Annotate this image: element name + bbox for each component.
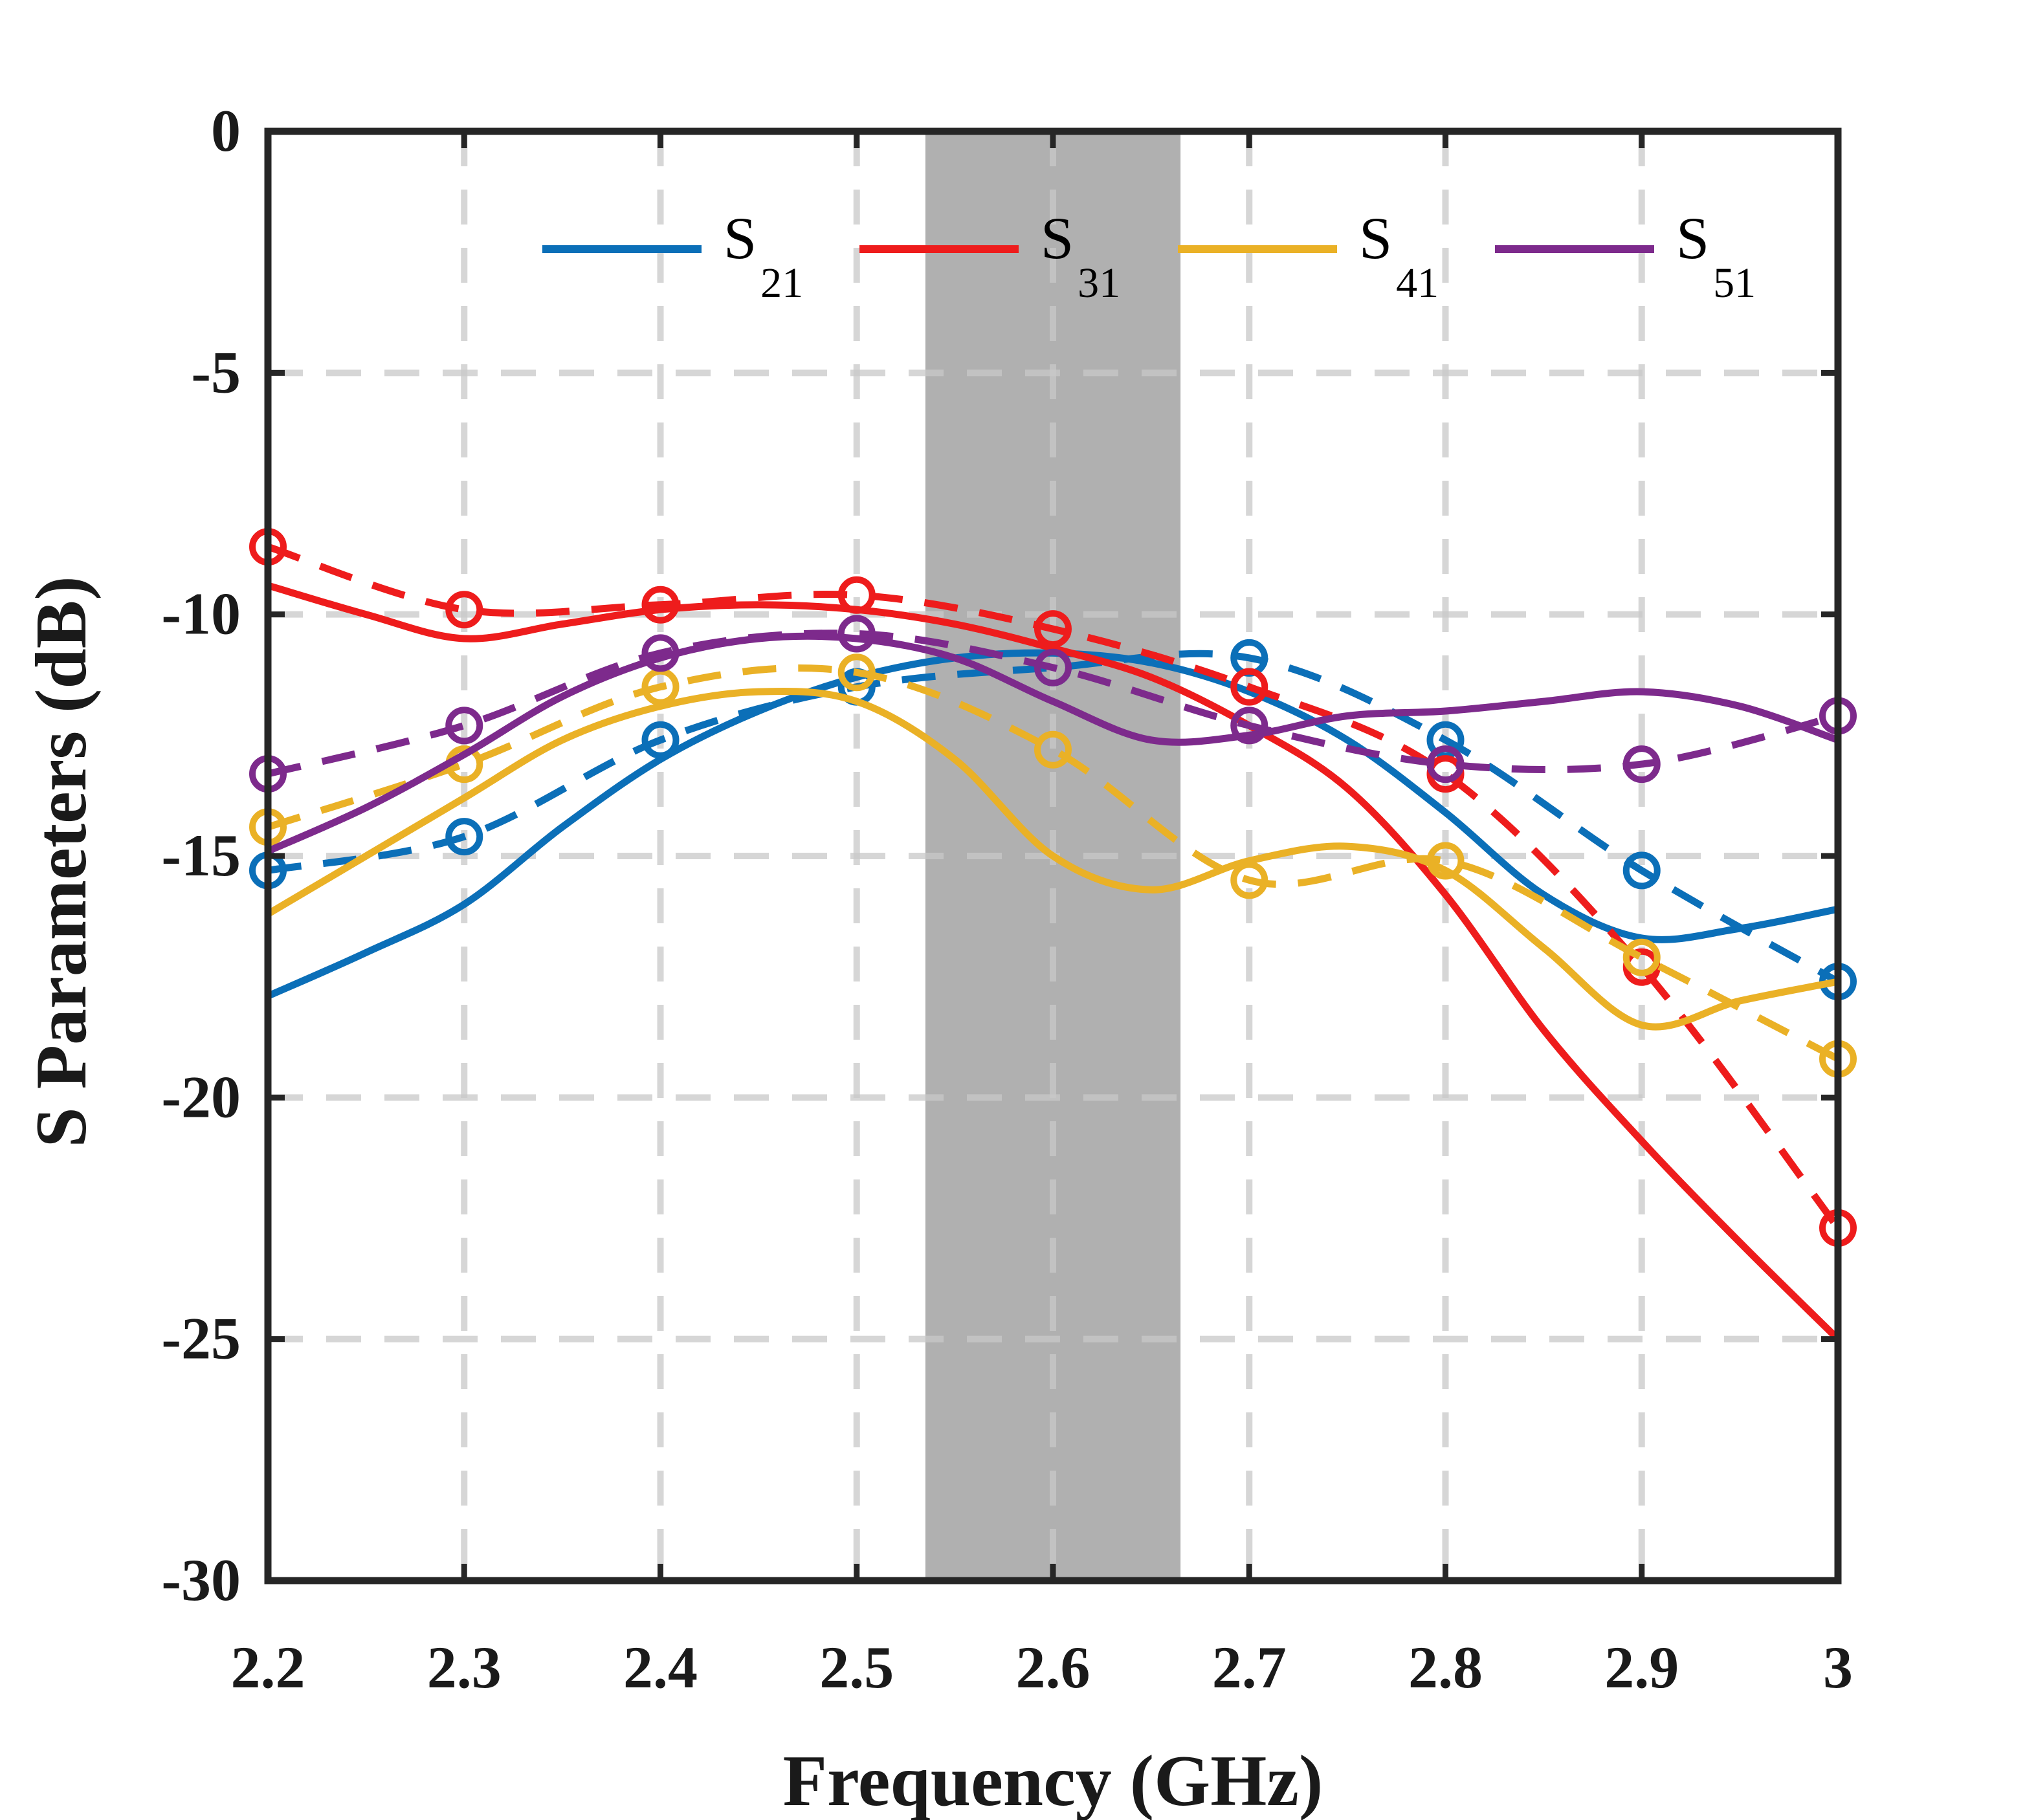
x-tick-label: 2.8 <box>1408 1634 1483 1700</box>
s41-measured-point <box>1230 861 1268 899</box>
s31-measured-point <box>641 586 680 624</box>
x-axis-label: Frequency (GHz) <box>783 1741 1323 1820</box>
s51-measured-point <box>837 615 876 653</box>
s31-measured-point <box>1034 610 1072 648</box>
s21-measured-point <box>641 721 680 759</box>
s41-simulated-line <box>264 687 1842 1031</box>
s41-measured-point <box>1426 842 1465 880</box>
y-tick-label: -15 <box>161 822 241 888</box>
s51-measured-point <box>1034 648 1072 686</box>
s51-measured-point <box>445 707 483 745</box>
x-tick-label: 2.6 <box>1016 1634 1090 1700</box>
s21-measured-point <box>1622 851 1661 890</box>
y-axis-label: S Parameters (dB) <box>21 576 102 1147</box>
s51-measured-point <box>1230 707 1268 745</box>
s31-measured-point <box>445 591 483 629</box>
y-tick-label: -5 <box>191 339 241 405</box>
legend-subscript: 21 <box>760 259 803 307</box>
y-tick-label: -25 <box>161 1306 241 1372</box>
s41-measured-point <box>1034 730 1072 769</box>
y-tick-label: -10 <box>161 581 241 647</box>
s51-measured-point <box>1426 745 1465 784</box>
x-tick-label: 2.5 <box>819 1634 894 1700</box>
s51-measured-point <box>1622 745 1661 784</box>
s31-simulated-line <box>264 582 1842 1343</box>
legend-subscript: 41 <box>1396 259 1439 307</box>
s41-measured-line <box>267 664 1840 1062</box>
s51-measured-point <box>641 634 680 672</box>
y-tick-label: 0 <box>211 98 241 164</box>
x-tick-label: 2.4 <box>623 1634 698 1700</box>
s31-measured-point <box>837 576 876 614</box>
y-tick-label: -20 <box>161 1064 241 1130</box>
legend-subscript: 31 <box>1078 259 1120 307</box>
s41-measured-point <box>1622 938 1661 976</box>
tick-layer: 2.2 2.3 2.4 2.5 2.6 2.7 2.8 2.9 3 0 -5 -10 -15 -20 -25… <box>161 98 1853 1700</box>
x-tick-label: 2.2 <box>231 1634 305 1700</box>
series-layer <box>249 528 1857 1343</box>
s51-measured-line <box>267 630 1839 778</box>
x-tick-label: 2.9 <box>1604 1634 1679 1700</box>
x-tick-label: 3 <box>1823 1634 1853 1700</box>
s21-measured-line <box>267 650 1840 985</box>
x-tick-label: 2.7 <box>1212 1634 1287 1700</box>
y-tick-label: -30 <box>161 1547 241 1613</box>
s21-measured-point <box>445 818 483 856</box>
s41-measured-point <box>837 653 876 692</box>
legend-subscript: 51 <box>1713 259 1756 307</box>
x-tick-label: 2.3 <box>427 1634 502 1700</box>
s31-measured-point <box>1230 668 1268 706</box>
s51-simulated-line <box>264 632 1842 855</box>
